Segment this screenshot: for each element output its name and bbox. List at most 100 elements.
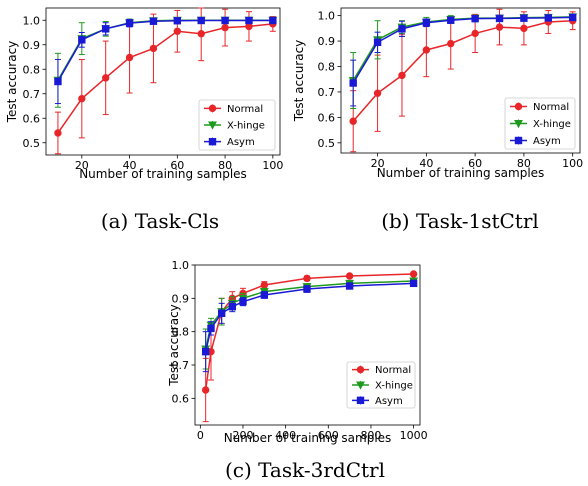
legend-marker: [356, 365, 365, 374]
legend-label: X-hinge: [227, 121, 265, 132]
data-point: [245, 16, 253, 25]
legend-label: Normal: [227, 104, 263, 115]
data-point: [260, 291, 269, 299]
data-point: [495, 14, 504, 23]
data-point: [125, 53, 134, 62]
data-point: [125, 19, 134, 27]
y-tick-label: 0.6: [318, 111, 336, 124]
legend-marker: [356, 396, 365, 405]
data-point: [409, 279, 418, 288]
y-tick-label: 1.0: [318, 10, 336, 23]
y-axis-label: Test accuracy: [292, 40, 306, 123]
data-point: [398, 71, 406, 80]
y-tick-label: 0.7: [23, 88, 41, 101]
legend-box: [504, 97, 576, 150]
x-tick-label: 40: [123, 159, 137, 172]
data-point: [54, 129, 62, 137]
x-tick-label: 200: [232, 429, 253, 442]
data-point: [201, 347, 210, 356]
legend-marker: [514, 102, 523, 111]
x-axis-label: Number of training samples: [79, 167, 247, 181]
x-tick-label: 100: [562, 157, 583, 170]
y-axis-label: Test accuracy: [167, 304, 181, 387]
legend-label: Normal: [533, 102, 569, 113]
data-point: [149, 44, 158, 53]
series-line: [57, 19, 273, 81]
legend: Normal X-hinge Asym: [346, 361, 416, 409]
data-point: [373, 38, 382, 47]
data-point: [345, 282, 354, 290]
figure-caption: (c) Task-3rdCtrl: [225, 458, 385, 482]
data-point: [217, 309, 226, 318]
x-tick-label: 600: [318, 429, 339, 442]
chart-panel-1: 20 40 60 80 100 0.5 0.6 0.7 0.8 0.9 1.0 Number of t…: [5, 7, 283, 233]
series-line: [352, 16, 573, 81]
data-point: [260, 281, 269, 289]
legend-marker: [514, 136, 523, 145]
chart-panel-3: 0 200 400 600 800 1000 0.6 0.7 0.8 0.9 1.0 Number o…: [167, 259, 428, 482]
y-tick-label: 1.0: [23, 14, 41, 27]
y-tick-label: 0.8: [172, 326, 190, 339]
series-line: [204, 282, 414, 352]
data-point: [422, 19, 431, 27]
data-point: [54, 77, 62, 86]
x-tick-label: 20: [75, 159, 89, 172]
data-point: [303, 285, 311, 293]
series-asym: [201, 279, 418, 373]
data-point: [149, 17, 158, 25]
series-line: [352, 16, 573, 84]
y-tick-label: 1.0: [172, 259, 190, 272]
data-point: [422, 46, 431, 54]
data-point: [349, 117, 357, 125]
x-axis-label: Number of training samples: [224, 431, 392, 445]
data-point: [173, 17, 182, 25]
legend-marker: [356, 381, 365, 390]
data-point: [409, 270, 418, 278]
x-tick-label: 100: [262, 159, 283, 172]
x-tick-label: 20: [371, 157, 385, 170]
legend-marker: [208, 104, 217, 113]
series-normal: [54, 7, 277, 155]
y-tick-label: 0.6: [23, 112, 41, 125]
series-line: [352, 19, 573, 122]
legend-marker: [208, 137, 217, 146]
x-tick-label: 80: [517, 157, 531, 170]
series-line: [57, 19, 273, 82]
data-point: [471, 29, 479, 38]
series-line: [57, 23, 273, 134]
x-tick-label: 400: [275, 429, 296, 442]
figure-caption: (b) Task-1stCtrl: [381, 209, 539, 233]
legend-label: Normal: [375, 365, 411, 376]
data-point: [373, 89, 382, 97]
x-tick-label: 800: [360, 429, 381, 442]
series-asym: [349, 13, 577, 107]
legend: Normal X-hinge Asym: [504, 97, 576, 150]
data-point: [269, 16, 277, 25]
x-tick-label: 60: [170, 159, 184, 172]
data-point: [207, 324, 215, 333]
data-point: [221, 16, 229, 25]
data-point: [303, 274, 311, 283]
legend: Normal X-hinge Asym: [198, 99, 276, 151]
series-x-hinge: [348, 13, 578, 109]
data-point: [197, 16, 205, 25]
y-axis-label: Test accuracy: [5, 41, 19, 124]
legend-label: Asym: [533, 136, 561, 147]
y-tick-label: 0.5: [318, 137, 336, 150]
x-tick-label: 40: [419, 157, 433, 170]
x-tick-label: 80: [218, 159, 232, 172]
data-point: [173, 27, 182, 35]
data-point: [345, 272, 354, 280]
data-point: [78, 94, 86, 103]
data-point: [398, 25, 406, 33]
legend-box: [346, 361, 416, 409]
legend-label: X-hinge: [533, 119, 571, 130]
legend-box: [198, 99, 276, 151]
y-tick-label: 0.6: [172, 392, 190, 405]
figure-caption: (a) Task-Cls: [101, 209, 219, 233]
y-tick-label: 0.7: [318, 86, 336, 99]
x-tick-label: 0: [197, 429, 204, 442]
legend-marker: [514, 120, 523, 129]
data-point: [471, 14, 479, 23]
